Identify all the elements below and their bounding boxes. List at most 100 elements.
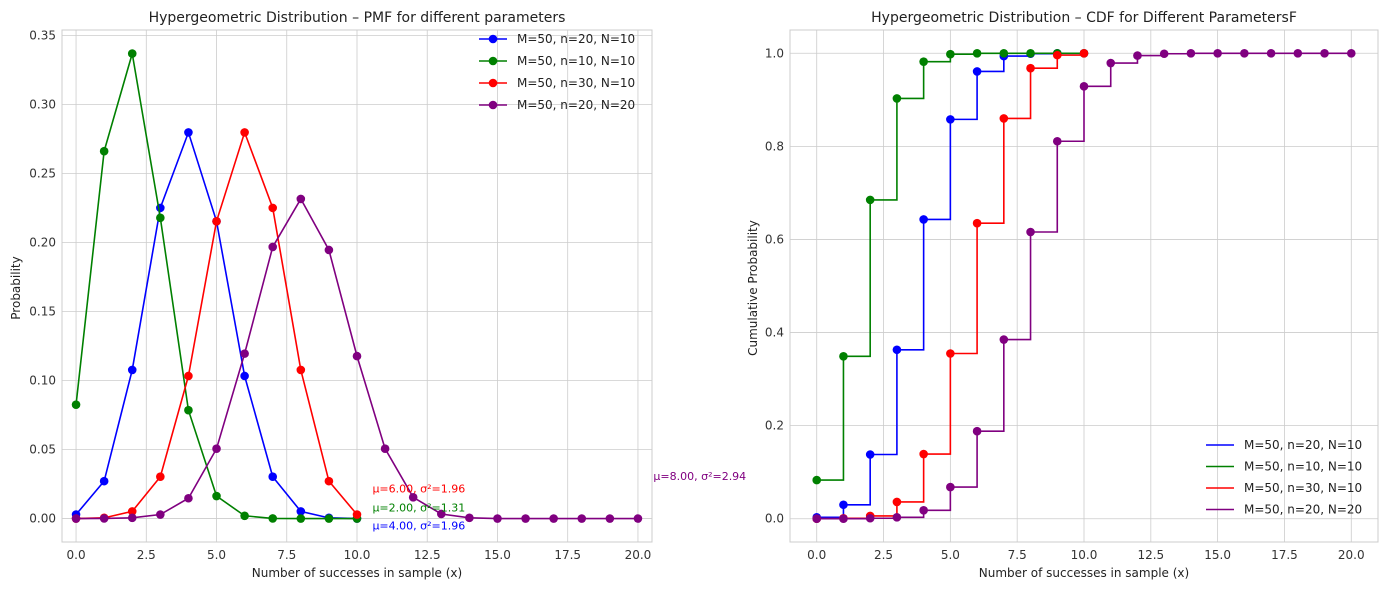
cdf-data-point	[919, 449, 928, 459]
legend-label: M=50, n=20, N=20	[517, 98, 635, 112]
pmf-data-point	[268, 514, 278, 523]
cdf-ytick-label: 0.0	[765, 512, 784, 526]
pmf-legend-item: M=50, n=10, N=10	[479, 54, 635, 68]
cdf-data-point	[919, 215, 928, 224]
pmf-data-point	[240, 371, 249, 381]
pmf-legend-item: M=50, n=30, N=10	[479, 76, 635, 90]
cdf-data-point	[1026, 227, 1035, 237]
cdf-data-point	[972, 218, 982, 228]
cdf-data-point	[839, 514, 848, 524]
pmf-data-point	[408, 492, 418, 502]
legend-label: M=50, n=20, N=20	[1244, 503, 1362, 517]
pmf-data-point	[99, 146, 109, 156]
pmf-ytick-label: 0.25	[29, 167, 56, 181]
pmf-data-point	[521, 514, 530, 523]
cdf-ytick-label: 0.8	[765, 139, 784, 153]
pmf-data-point	[268, 242, 278, 252]
cdf-series-line-4	[816, 52, 1352, 520]
cdf-legend-item: M=50, n=20, N=10	[1206, 438, 1362, 452]
cdf-data-point	[1293, 48, 1303, 58]
pmf-ytick-label: 0.15	[29, 305, 56, 319]
pmf-data-point	[156, 510, 165, 519]
legend-label: M=50, n=20, N=10	[517, 32, 635, 46]
cdf-legend-item: M=50, n=10, N=10	[1206, 460, 1362, 474]
pmf-data-point	[99, 514, 109, 523]
cdf-data-point	[972, 67, 982, 76]
cdf-data-point	[1266, 48, 1276, 58]
pmf-data-point	[240, 511, 249, 521]
legend-label: M=50, n=20, N=10	[1244, 438, 1362, 452]
cdf-data-point	[919, 506, 928, 515]
legend-marker	[488, 56, 498, 66]
cdf-ytick-label: 1.0	[765, 46, 784, 60]
cdf-xtick-label: 7.5	[1008, 548, 1027, 562]
cdf-data-point	[1240, 48, 1249, 58]
legend-label: M=50, n=10, N=10	[1244, 460, 1362, 474]
cdf-data-point	[999, 114, 1009, 123]
cdf-data-point	[999, 335, 1009, 344]
pmf-data-point	[549, 514, 558, 523]
pmf-data-point	[240, 128, 249, 137]
pmf-annotation: μ=2.00, σ²=1.31	[372, 502, 465, 515]
pmf-xtick-label: 2.5	[137, 548, 156, 562]
pmf-data-point	[324, 476, 334, 486]
legend-marker	[488, 100, 498, 110]
cdf-xtick-label: 2.5	[874, 548, 893, 562]
pmf-data-point	[605, 514, 615, 523]
cdf-data-point	[1079, 48, 1089, 58]
cdf-xtick-label: 5.0	[941, 548, 960, 562]
pmf-data-point	[633, 514, 643, 523]
cdf-data-point	[1106, 58, 1116, 68]
cdf-legend-item: M=50, n=30, N=10	[1206, 481, 1362, 495]
pmf-data-point	[493, 514, 502, 523]
pmf-annotation: μ=4.00, σ²=1.96	[372, 520, 465, 533]
cdf-data-point	[946, 482, 955, 492]
pmf-data-point	[268, 203, 278, 213]
cdf-ytick-label: 0.6	[765, 232, 784, 246]
cdf-data-point	[946, 349, 955, 358]
cdf-ytick-label: 0.4	[765, 326, 784, 340]
pmf-ytick-label: 0.20	[29, 236, 56, 250]
cdf-axes-frame	[789, 29, 1379, 543]
cdf-data-point	[865, 195, 875, 205]
cdf-legend-item: M=50, n=20, N=20	[1206, 503, 1362, 517]
cdf-data-point	[1186, 48, 1196, 58]
cdf-data-point	[839, 351, 848, 361]
cdf-xtick-label: 10.0	[1071, 548, 1098, 562]
pmf-data-point	[324, 245, 334, 255]
pmf-data-point	[380, 444, 390, 454]
pmf-data-point	[156, 472, 165, 482]
cdf-data-point	[946, 115, 955, 124]
pmf-data-point	[127, 365, 137, 375]
cdf-xlabel: Number of successes in sample (x)	[979, 566, 1189, 580]
pmf-data-point	[212, 444, 221, 454]
cdf-data-point	[1079, 82, 1089, 91]
pmf-data-point	[184, 128, 193, 137]
pmf-legend-item: M=50, n=20, N=10	[479, 32, 635, 46]
cdf-data-point	[1052, 136, 1062, 146]
pmf-xtick-label: 10.0	[344, 548, 371, 562]
pmf-data-point	[240, 349, 249, 358]
cdf-data-point	[1052, 50, 1062, 60]
cdf-ytick-label: 0.2	[765, 419, 784, 433]
cdf-data-point	[865, 513, 875, 523]
cdf-xtick-label: 12.5	[1137, 548, 1164, 562]
pmf-data-point	[127, 507, 137, 516]
pmf-data-point	[127, 513, 137, 523]
pmf-data-point	[71, 400, 81, 409]
pmf-xtick-label: 20.0	[625, 548, 652, 562]
pmf-data-point	[71, 514, 81, 523]
cdf-xtick-label: 20.0	[1338, 548, 1365, 562]
pmf-chart: Hypergeometric Distribution – PMF for di…	[9, 10, 746, 580]
pmf-ytick-label: 0.30	[29, 98, 56, 112]
cdf-data-point	[972, 48, 982, 58]
cdf-data-point	[839, 500, 848, 510]
pmf-data-point	[324, 514, 334, 523]
cdf-data-point	[1133, 51, 1142, 60]
pmf-data-point	[184, 405, 193, 415]
pmf-data-point	[99, 476, 109, 486]
pmf-data-point	[352, 510, 362, 519]
cdf-xtick-label: 0.0	[807, 548, 826, 562]
pmf-data-point	[296, 194, 306, 204]
